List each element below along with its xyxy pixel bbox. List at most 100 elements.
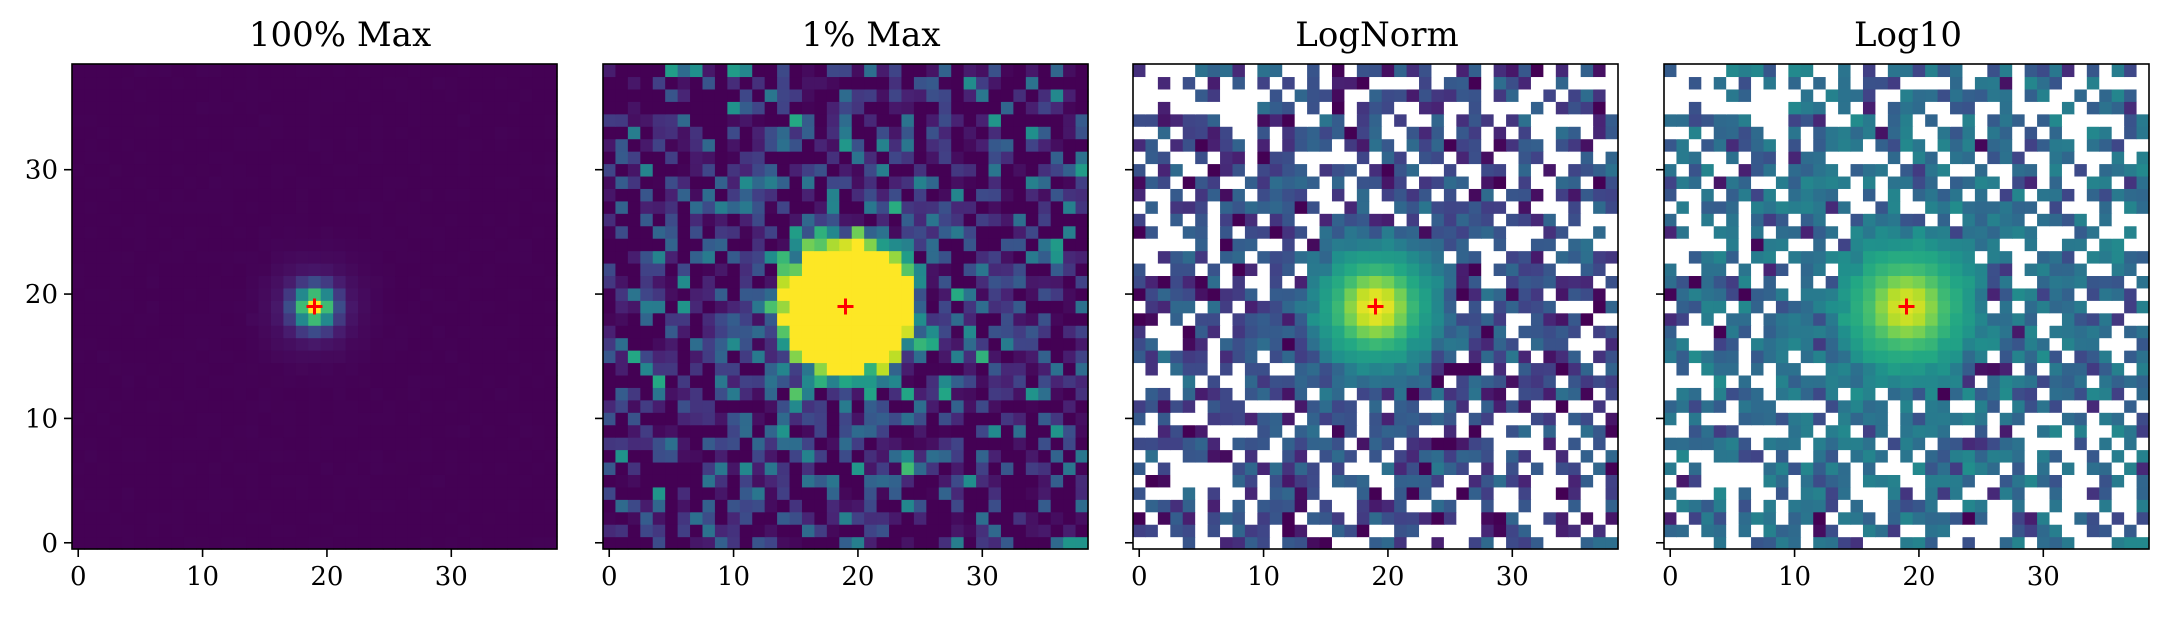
heatmap-cell [420,474,434,488]
heatmap-cell [913,499,927,513]
heatmap-cell [109,287,123,301]
heatmap-cell [926,524,940,538]
heatmap-cell [652,412,666,426]
heatmap-cell [1157,238,1171,252]
heatmap-cell [1307,151,1321,165]
heatmap-cell [134,350,148,364]
heatmap-cell [1170,362,1184,376]
heatmap-cell [1875,536,1889,550]
heatmap-cell [1195,250,1209,264]
heatmap-cell [134,225,148,239]
heatmap-cell [270,101,285,115]
heatmap-cell [420,126,434,140]
heatmap-cell [1481,350,1495,364]
heatmap-cell [1394,262,1408,277]
heatmap-cell [146,113,160,127]
heatmap-cell [1269,461,1283,475]
heatmap-cell [2012,536,2026,550]
heatmap-cell [702,387,716,401]
heatmap-cell [1468,225,1482,239]
heatmap-cell [345,200,359,214]
heatmap-cell [1157,175,1171,189]
heatmap-cell [1431,225,1445,239]
heatmap-cell [1050,337,1064,351]
heatmap-cell [1075,275,1089,289]
heatmap-cell [146,449,160,463]
heatmap-cell [469,524,483,538]
heatmap-cell [851,312,865,326]
heatmap-cell [333,238,347,252]
heatmap-cell [333,387,347,401]
heatmap-cell [1443,76,1457,90]
heatmap-cell [640,200,654,214]
heatmap-cell [1518,213,1532,227]
heatmap-cell [382,88,396,102]
heatmap-cell [382,499,396,513]
heatmap-cell [1713,536,1727,550]
heatmap-cell [1257,287,1271,301]
heatmap-cell [603,399,617,413]
heatmap-cell [963,175,977,189]
heatmap-cell [1605,337,1619,351]
heatmap-cell [457,238,471,252]
heatmap-cell [826,151,840,165]
heatmap-cell [1133,213,1147,227]
heatmap-cell [764,76,778,90]
heatmap-cell [1207,312,1221,326]
heatmap-cell [146,151,160,165]
heatmap-cell [1369,250,1383,264]
y-tick-label: 0 [41,529,58,559]
heatmap-cell [1269,200,1283,214]
heatmap-cell [221,449,235,463]
heatmap-cell [2136,524,2150,538]
heatmap-cell [1331,499,1346,513]
heatmap-cell [1381,275,1395,289]
heatmap-cell [1431,461,1445,475]
heatmap-cell [615,238,629,252]
heatmap-cell [320,188,334,202]
heatmap-cell [1344,499,1358,513]
heatmap-cell [864,88,878,102]
heatmap-cell [876,325,890,339]
heatmap-cell [938,474,952,488]
heatmap-cell [739,412,753,426]
heatmap-cell [777,151,791,165]
heatmap-cell [938,424,952,438]
heatmap-cell [2124,511,2138,525]
heatmap-cell [1294,250,1308,264]
heatmap-cell [1664,536,1678,550]
heatmap-cell [839,250,853,264]
heatmap-cell [603,250,617,264]
heatmap-cell [1000,163,1014,177]
heatmap-cell [171,138,185,152]
heatmap-cell [1726,437,1740,451]
heatmap-cell [976,461,990,475]
heatmap-cell [457,424,471,438]
heatmap-cell [677,200,691,214]
heatmap-cell [1207,163,1221,177]
heatmap-cell [84,486,98,500]
heatmap-cell [1063,101,1077,115]
heatmap-cell [1394,163,1408,177]
heatmap-cell [109,474,123,488]
heatmap-cell [826,374,840,388]
heatmap-cell [494,275,508,289]
heatmap-cell [913,437,927,451]
heatmap-cell [494,312,508,326]
heatmap-cell [1220,262,1234,277]
heatmap-cell [1207,536,1221,550]
heatmap-cell [1182,88,1196,102]
heatmap-cell [1593,412,1607,426]
heatmap-cell [714,499,728,513]
heatmap-cell [457,138,471,152]
heatmap-cell [1713,449,1727,463]
heatmap-cell [851,412,865,426]
heatmap-cell [432,461,446,475]
heatmap-cell [1506,138,1520,152]
heatmap-cell [507,337,521,351]
heatmap-cell [988,362,1002,376]
heatmap-cell [1481,362,1495,376]
heatmap-cell [851,499,865,513]
heatmap-cell [196,76,210,90]
